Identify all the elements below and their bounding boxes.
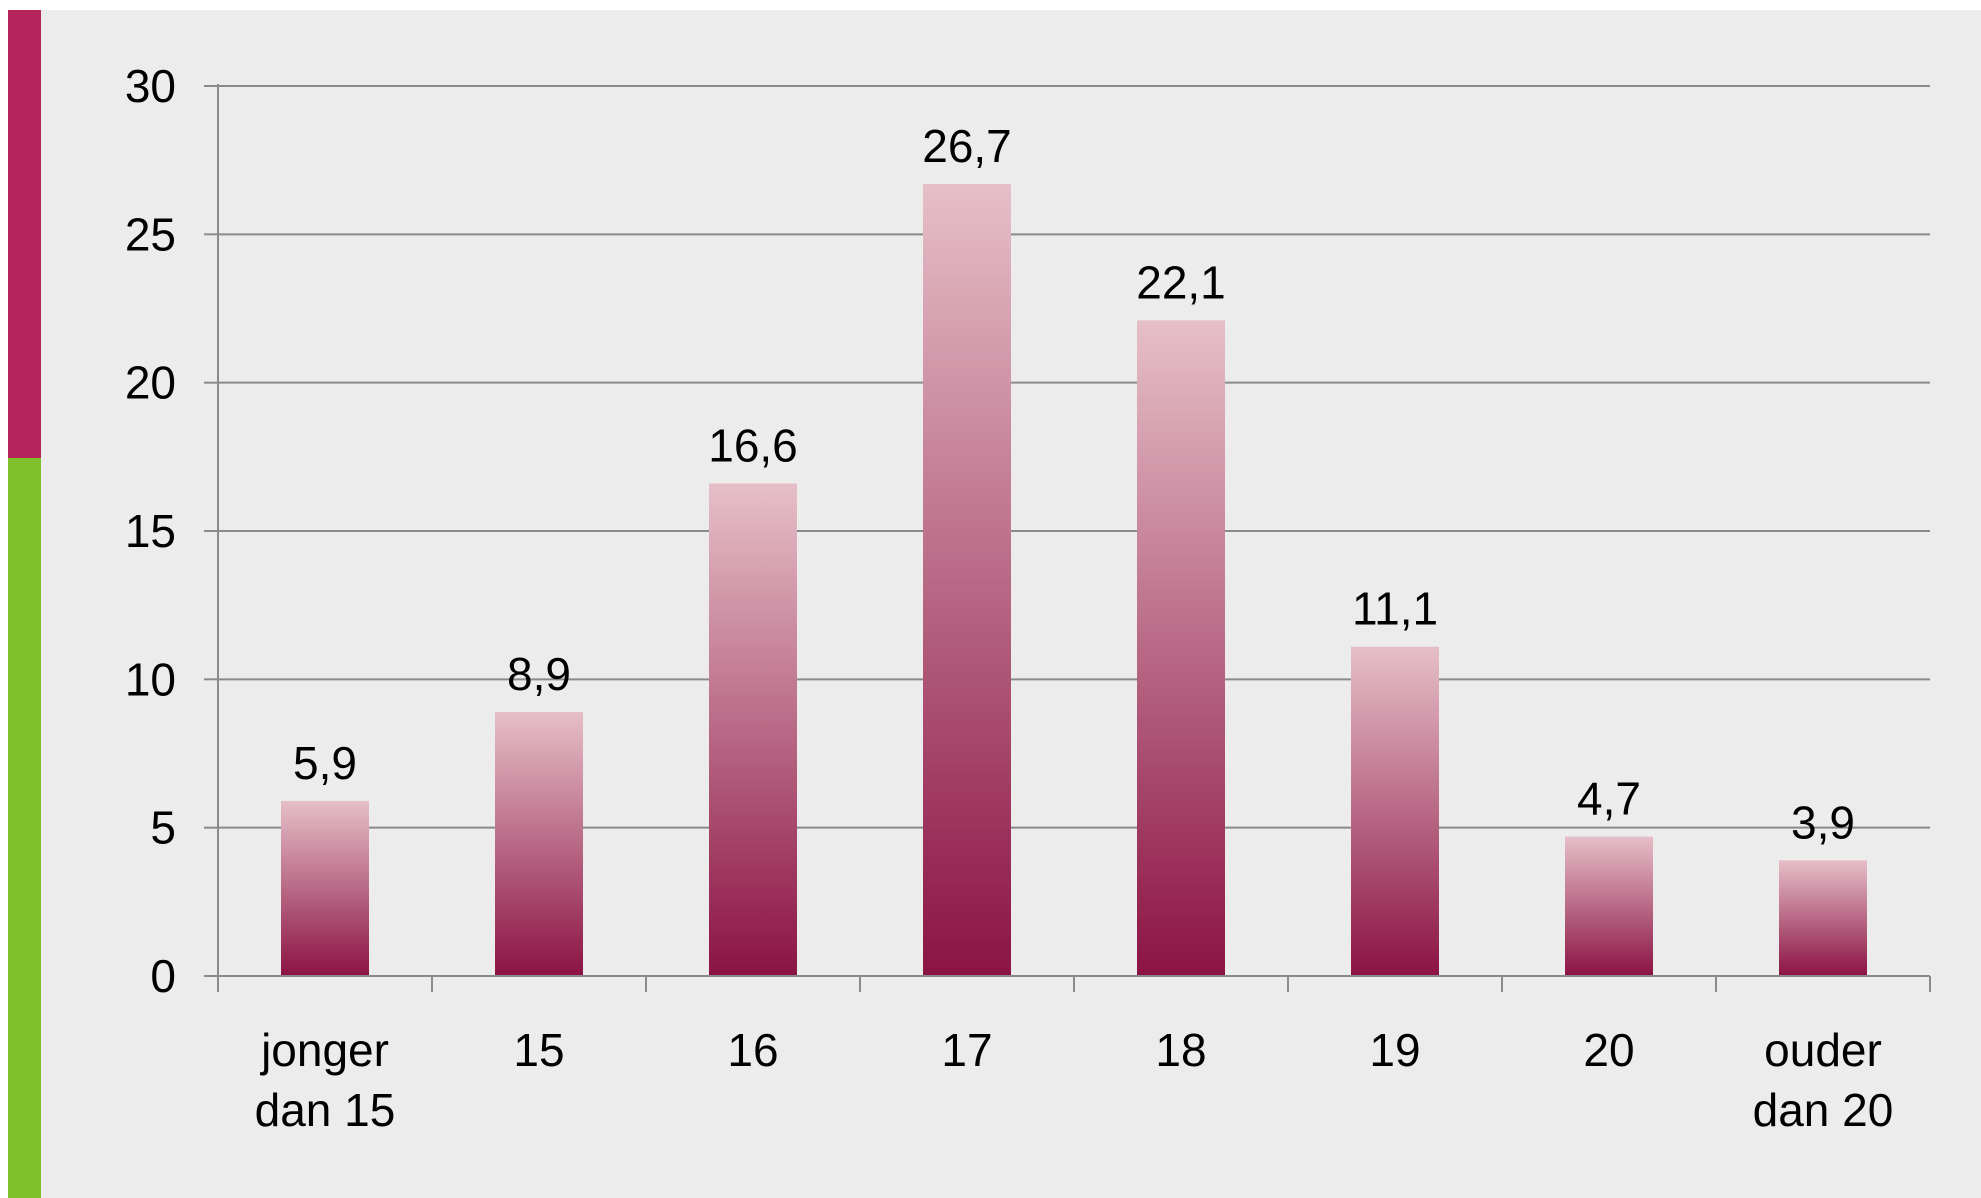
y-tick-label: 10 xyxy=(125,653,176,705)
bar xyxy=(1351,646,1439,976)
y-tick-label: 20 xyxy=(125,357,176,409)
bar xyxy=(495,711,583,976)
axes xyxy=(204,84,1931,992)
gridlines xyxy=(218,85,1930,829)
bar xyxy=(709,483,797,976)
x-category-label: 17 xyxy=(941,1024,992,1076)
data-label: 22,1 xyxy=(1136,256,1226,308)
bars xyxy=(281,183,1867,976)
data-labels: 5,9 8,9 16,6 26,7 22,1 11,1 4,7 3,9 xyxy=(293,120,1855,848)
y-tick-label: 5 xyxy=(150,802,176,854)
bar xyxy=(923,183,1011,976)
y-tick-label: 30 xyxy=(125,60,176,112)
x-category-label: jonger dan 15 xyxy=(255,1024,396,1136)
data-label: 4,7 xyxy=(1577,773,1641,825)
bar xyxy=(1137,320,1225,976)
x-category-label: 19 xyxy=(1369,1024,1420,1076)
accent-bar-top xyxy=(8,10,41,458)
x-category-label: 16 xyxy=(727,1024,778,1076)
bar xyxy=(1565,836,1653,976)
accent-bar-bottom xyxy=(8,458,41,1198)
data-label: 11,1 xyxy=(1352,583,1438,635)
data-label: 3,9 xyxy=(1791,796,1855,848)
y-tick-labels: 0 5 10 15 20 25 30 xyxy=(125,60,176,1002)
data-label: 26,7 xyxy=(922,120,1012,172)
x-category-label: 18 xyxy=(1155,1024,1206,1076)
data-label: 5,9 xyxy=(293,737,357,789)
y-tick-label: 15 xyxy=(125,505,176,557)
x-category-label: ouder dan 20 xyxy=(1753,1024,1894,1136)
x-category-label: 15 xyxy=(513,1024,564,1076)
data-label: 16,6 xyxy=(708,420,798,472)
x-category-labels: jonger dan 15 15 16 17 18 19 20 ouder dan 20 xyxy=(255,1024,1894,1136)
bar xyxy=(1779,860,1867,976)
y-tick-label: 0 xyxy=(150,950,176,1002)
bar xyxy=(281,800,369,976)
y-tick-label: 25 xyxy=(125,208,176,260)
data-label: 8,9 xyxy=(507,648,571,700)
x-category-label: 20 xyxy=(1583,1024,1634,1076)
